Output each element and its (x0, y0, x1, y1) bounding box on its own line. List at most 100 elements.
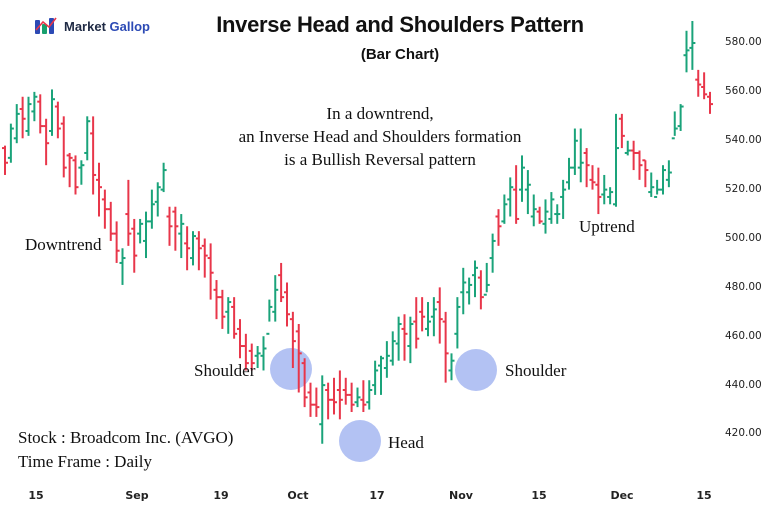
ohlc-bar (513, 165, 520, 224)
uptrend-label: Uptrend (579, 217, 635, 236)
y-tick: 420.00 (725, 427, 762, 439)
ohlc-bar (677, 104, 684, 131)
ohlc-bar (430, 297, 437, 337)
ohlc-bar (190, 231, 196, 266)
ohlc-bar (60, 116, 67, 178)
ohlc-bar (360, 380, 367, 413)
left-shoulder-marker (270, 348, 312, 390)
ohlc-bar (560, 179, 567, 219)
ohlc-bar (342, 377, 349, 405)
ohlc-bar (96, 162, 102, 217)
ohlc-bar (254, 346, 261, 369)
ohlc-bar (119, 248, 126, 285)
ohlc-bar (566, 157, 572, 190)
ohlc-bar (542, 199, 549, 234)
ohlc-bar (313, 387, 320, 417)
ohlc-bar (301, 358, 308, 408)
brand-logo: Market Gallop (34, 16, 150, 36)
brand-name: Market Gallop (64, 18, 150, 34)
ohlc-bar (54, 101, 61, 139)
ohlc-bar (143, 211, 149, 259)
ohlc-bar (49, 89, 55, 136)
ohlc-bar (148, 189, 155, 229)
ohlc-bar (589, 165, 596, 190)
chart-subtitle: (Bar Chart) (360, 46, 440, 63)
ohlc-bar (231, 297, 238, 339)
ohlc-bar (442, 311, 449, 383)
ohlc-bar (601, 174, 608, 205)
ohlc-bar (137, 218, 144, 244)
description-line-3: is a Bullish Reversal pattern (284, 150, 476, 169)
x-tick: 19 (213, 489, 229, 502)
ohlc-bar (278, 262, 285, 303)
ohlc-bar (395, 316, 402, 361)
ohlc-bar (160, 162, 167, 193)
ohlc-bar (707, 91, 713, 114)
downtrend-label: Downtrend (25, 235, 102, 254)
ohlc-bar (101, 189, 108, 229)
ohlc-bar (419, 297, 426, 332)
ohlc-bar (219, 289, 226, 329)
ohlc-bar (90, 116, 97, 195)
ohlc-bar (372, 360, 379, 395)
y-tick: 480.00 (725, 281, 762, 293)
head-marker (339, 420, 381, 462)
y-tick: 520.00 (725, 183, 762, 195)
x-tick: Sep (125, 489, 149, 502)
ohlc-bar (289, 311, 296, 369)
ohlc-bar (507, 177, 514, 217)
ohlc-bar (166, 206, 173, 246)
left-shoulder-label: Shoulder (194, 361, 256, 380)
ohlc-bar (172, 206, 179, 251)
stock-label: Stock : Broadcom Inc. (AVGO) (18, 428, 234, 447)
y-tick: 460.00 (725, 330, 762, 342)
ohlc-bar (195, 231, 202, 271)
ohlc-bar (2, 145, 8, 175)
ohlc-bar (131, 218, 138, 273)
ohlc-bar (13, 104, 20, 144)
ohlc-bar (43, 118, 50, 166)
ohlc-bar (548, 192, 555, 224)
ohlc-bar (31, 91, 38, 122)
ohlc-bar (665, 160, 672, 188)
ohlc-bar (378, 355, 384, 395)
ohlc-bar (401, 314, 408, 361)
ohlc-bar (37, 94, 44, 134)
head-label: Head (388, 433, 424, 452)
ohlc-bar (225, 297, 232, 334)
ohlc-bar (689, 21, 696, 70)
pattern-description: In a downtrend, an Inverse Head and Shou… (180, 102, 580, 171)
ohlc-bar (530, 194, 537, 227)
ohlc-bar (383, 341, 390, 378)
right-shoulder-marker (455, 349, 497, 391)
ohlc-bar (7, 123, 14, 163)
ohlc-bar (331, 377, 337, 415)
ohlc-bar (248, 343, 255, 371)
ohlc-bar (595, 167, 602, 215)
y-tick: 500.00 (725, 232, 762, 244)
ohlc-bar (460, 267, 467, 315)
ohlc-bar (113, 221, 120, 263)
ohlc-bar (613, 113, 619, 207)
ohlc-bar (389, 331, 396, 366)
ohlc-bar (413, 297, 420, 349)
ohlc-bar (454, 297, 461, 349)
ohlc-bar (683, 30, 690, 73)
ohlc-bar (660, 165, 666, 195)
x-tick: Nov (449, 489, 473, 502)
logo-icon (35, 17, 57, 34)
x-tick: Dec (610, 489, 634, 502)
right-shoulder-label: Shoulder (505, 361, 567, 380)
ohlc-bar (125, 179, 132, 246)
description-line-2: an Inverse Head and Shoulders formation (238, 127, 522, 146)
ohlc-bar (325, 382, 332, 420)
ohlc-bar (201, 238, 208, 278)
ohlc-bar (407, 316, 414, 364)
ohlc-bar (84, 116, 91, 161)
ohlc-bar (107, 201, 114, 241)
ohlc-bar (66, 152, 73, 188)
x-tick: Oct (287, 489, 309, 502)
ohlc-bar (266, 299, 273, 335)
ohlc-bar (695, 69, 702, 97)
